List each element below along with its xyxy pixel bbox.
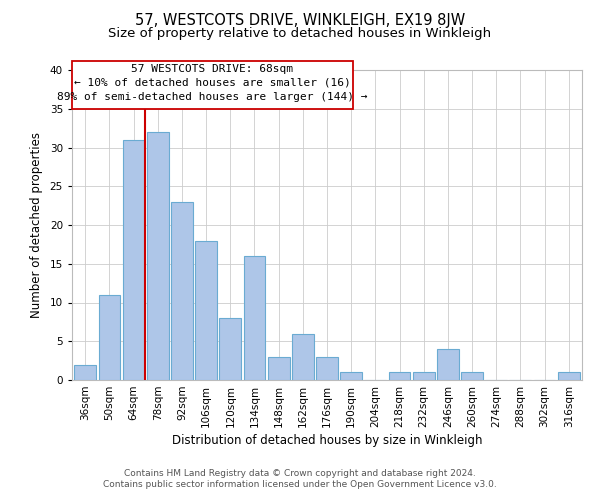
Bar bbox=[268, 357, 290, 380]
Bar bbox=[461, 372, 483, 380]
Bar bbox=[171, 202, 193, 380]
Text: 57, WESTCOTS DRIVE, WINKLEIGH, EX19 8JW: 57, WESTCOTS DRIVE, WINKLEIGH, EX19 8JW bbox=[135, 12, 465, 28]
Bar bbox=[558, 372, 580, 380]
Bar bbox=[437, 349, 459, 380]
Text: Size of property relative to detached houses in Winkleigh: Size of property relative to detached ho… bbox=[109, 28, 491, 40]
Bar bbox=[340, 372, 362, 380]
Text: Contains HM Land Registry data © Crown copyright and database right 2024.: Contains HM Land Registry data © Crown c… bbox=[124, 468, 476, 477]
Bar bbox=[195, 240, 217, 380]
Bar bbox=[98, 294, 121, 380]
Bar bbox=[413, 372, 434, 380]
Text: 57 WESTCOTS DRIVE: 68sqm
← 10% of detached houses are smaller (16)
89% of semi-d: 57 WESTCOTS DRIVE: 68sqm ← 10% of detach… bbox=[57, 64, 367, 102]
Y-axis label: Number of detached properties: Number of detached properties bbox=[30, 132, 43, 318]
FancyBboxPatch shape bbox=[72, 60, 353, 109]
Bar bbox=[244, 256, 265, 380]
Bar bbox=[74, 364, 96, 380]
Bar bbox=[147, 132, 169, 380]
Bar bbox=[389, 372, 410, 380]
X-axis label: Distribution of detached houses by size in Winkleigh: Distribution of detached houses by size … bbox=[172, 434, 482, 447]
Bar bbox=[316, 357, 338, 380]
Bar bbox=[123, 140, 145, 380]
Bar bbox=[220, 318, 241, 380]
Bar bbox=[292, 334, 314, 380]
Text: Contains public sector information licensed under the Open Government Licence v3: Contains public sector information licen… bbox=[103, 480, 497, 489]
